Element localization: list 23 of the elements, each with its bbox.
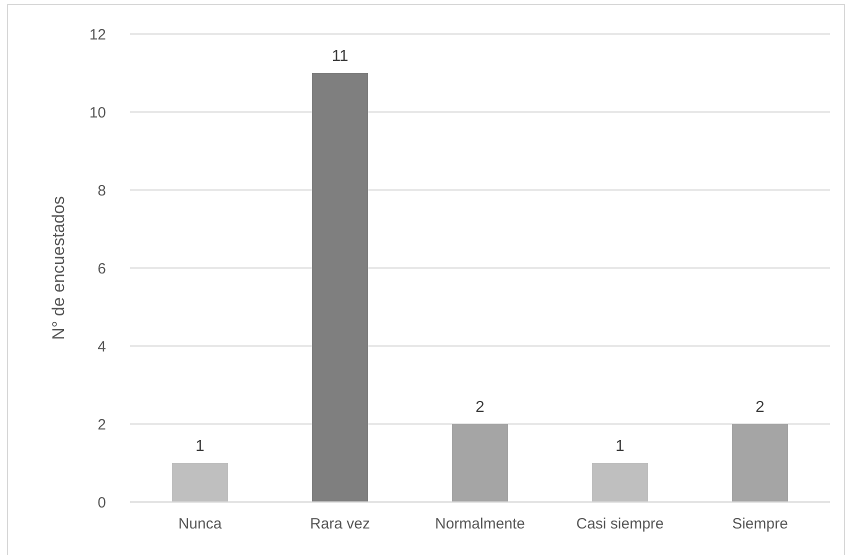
x-tick-label: Nunca [178,516,222,533]
data-label: 2 [476,399,485,416]
bar [312,73,368,502]
x-tick-label: Casi siempre [576,516,664,533]
bar [172,463,228,502]
y-tick-label: 8 [98,182,106,200]
y-tick-label: 6 [98,260,106,278]
data-label: 1 [616,438,625,455]
y-tick-label: 10 [89,104,106,122]
data-label: 2 [756,399,765,416]
x-tick-label: Normalmente [434,516,526,533]
y-tick-label: 2 [98,416,106,434]
y-tick-label: 0 [98,494,106,512]
data-label: 1 [196,438,205,455]
x-tick-label: Siempre [732,516,788,533]
y-tick-label: 4 [98,338,106,356]
x-tick-label: Rara vez [310,516,370,533]
y-tick-label: 12 [89,26,106,44]
data-label: 11 [332,48,348,65]
y-axis-title: N° de encuestados [49,196,68,340]
bar [732,424,788,502]
bar [452,424,508,502]
bar [592,463,648,502]
